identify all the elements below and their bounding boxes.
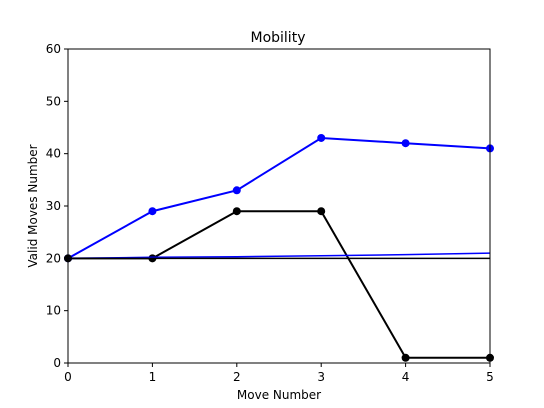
- series-0-point: [401, 139, 410, 148]
- series-0-line: [67, 136, 491, 260]
- y-tick-label: 0: [53, 356, 61, 370]
- series-0-point: [317, 133, 326, 142]
- series-1-point: [401, 353, 410, 362]
- chart-title: Mobility: [251, 30, 306, 46]
- x-tick-label: 2: [233, 370, 241, 384]
- y-tick-label: 10: [46, 304, 61, 318]
- x-axis-label: Move Number: [237, 388, 321, 402]
- plot-frame: [67, 48, 491, 364]
- series-1-line: [68, 210, 490, 359]
- x-tick-label: 5: [486, 370, 494, 384]
- x-tick-label: 0: [64, 370, 72, 384]
- series-0-point: [148, 207, 157, 216]
- y-tick-label: 60: [46, 42, 61, 56]
- x-tick-label: 1: [149, 370, 157, 384]
- y-axis-label: Valid Moves Number: [26, 144, 40, 267]
- y-tick-label: 20: [46, 251, 61, 265]
- y-tick-label: 40: [46, 147, 61, 161]
- series-1-point: [232, 207, 241, 216]
- y-tick-label: 30: [46, 199, 61, 213]
- series-2-line: [67, 252, 491, 260]
- series-0-point: [232, 186, 241, 195]
- plot-marks: [64, 133, 494, 362]
- x-tick-label: 3: [317, 370, 325, 384]
- x-tick-label: 4: [402, 370, 410, 384]
- series-1-point: [317, 207, 326, 216]
- y-tick-label: 50: [46, 94, 61, 108]
